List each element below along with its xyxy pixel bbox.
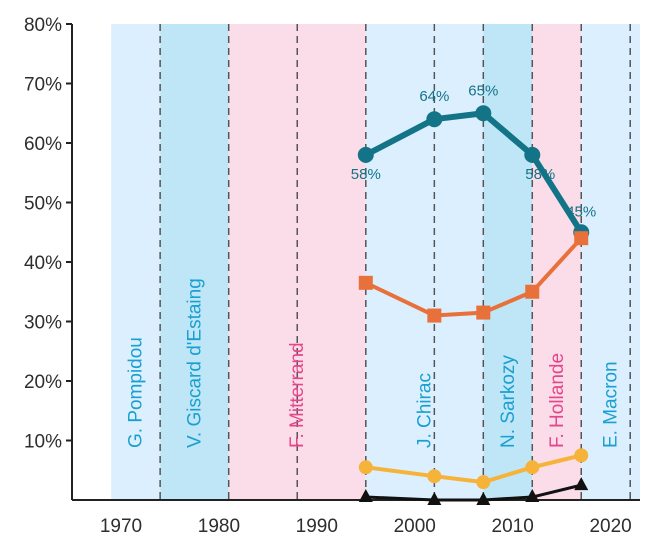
- series-3-point-4: [574, 477, 589, 491]
- x-tick-label-0: 1970: [100, 516, 142, 537]
- series-2-point-1: [427, 469, 442, 484]
- y-tick-label-0: 10%: [24, 432, 62, 453]
- series-3-point-3: [525, 489, 540, 503]
- presidency-label-0: G. Pompidou: [126, 337, 147, 448]
- series-3-point-1: [427, 492, 442, 505]
- presidency-band-4: [483, 24, 533, 500]
- x-tick-label-2: 1990: [296, 516, 338, 537]
- series-group: [357, 105, 590, 505]
- presidency-bands: [111, 24, 640, 500]
- series-0-point-2: [475, 105, 492, 122]
- x-tick-label-4: 2010: [492, 516, 534, 537]
- presidency-band-0: [111, 24, 161, 500]
- presidency-label-2: F. Mitterrand: [287, 342, 308, 448]
- series-0-point-0: [357, 146, 374, 163]
- series-1-point-2: [476, 305, 491, 320]
- y-tick-label-2: 30%: [24, 313, 62, 334]
- series-1-point-1: [427, 308, 442, 323]
- y-tick-label-7: 80%: [24, 15, 62, 36]
- series-2-point-3: [525, 460, 540, 475]
- presidency-label-3: J. Chirac: [415, 373, 436, 448]
- y-tick-label-4: 50%: [24, 194, 62, 215]
- y-tick-label-3: 40%: [24, 253, 62, 274]
- series-0-data-label-3: 58%: [525, 166, 555, 183]
- x-tick-label-1: 1980: [198, 516, 240, 537]
- y-tick-label-5: 60%: [24, 134, 62, 155]
- series-3-point-2: [476, 492, 491, 505]
- series-3-point-0: [358, 489, 373, 503]
- series-2-point-0: [358, 460, 373, 475]
- series-0-data-label-1: 64%: [419, 88, 449, 105]
- series-0-point-3: [524, 146, 541, 163]
- y-axis-ticks: 10% 20% 30% 40% 50% 60% 70% 80%: [24, 15, 72, 453]
- series-0-data-label-0: 58%: [351, 166, 381, 183]
- presidency-band-5: [532, 24, 582, 500]
- series-2-point-4: [574, 448, 589, 463]
- presidency-label-6: E. Macron: [601, 361, 622, 448]
- series-1-point-3: [525, 284, 540, 299]
- series-1-point-4: [574, 231, 589, 246]
- presidency-band-3: [365, 24, 484, 500]
- presidency-label-1: V. Giscard d'Estaing: [184, 278, 205, 448]
- presidency-label-4: N. Sarkozy: [498, 355, 519, 448]
- x-tick-label-5: 2020: [589, 516, 631, 537]
- series-1-point-0: [358, 275, 373, 290]
- series-0-data-label-2: 65%: [468, 82, 498, 99]
- y-tick-label-1: 20%: [24, 372, 62, 393]
- x-axis-ticks: 1970 1980 1990 2000 2010 2020: [100, 516, 632, 537]
- series-0-data-label-4: 45%: [566, 203, 596, 220]
- series-0-point-1: [426, 111, 443, 128]
- election-year-lines: [159, 24, 631, 500]
- y-tick-label-6: 70%: [24, 75, 62, 96]
- x-tick-label-3: 2000: [394, 516, 436, 537]
- presidency-band-1: [160, 24, 229, 500]
- data-labels: 58% 64% 65% 58% 45%: [351, 82, 596, 220]
- series-2-point-2: [476, 475, 491, 490]
- presidency-labels: G. Pompidou V. Giscard d'Estaing F. Mitter…: [126, 278, 622, 448]
- presidency-label-5: F. Hollande: [547, 353, 568, 448]
